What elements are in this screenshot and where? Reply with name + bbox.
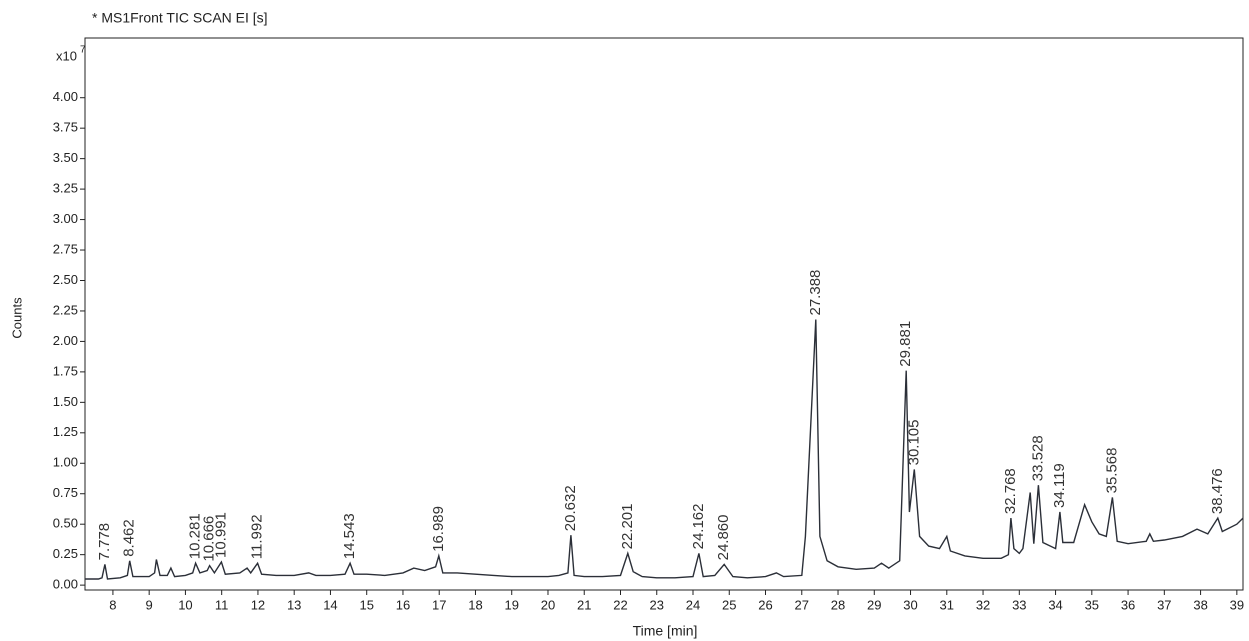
y-tick-label: 0.75 xyxy=(53,485,78,500)
x-tick-label: 23 xyxy=(650,597,664,612)
peak-label: 34.119 xyxy=(1051,463,1068,508)
peak-label: 33.528 xyxy=(1029,435,1046,481)
peak-label: 30.105 xyxy=(905,420,922,466)
x-tick-label: 9 xyxy=(146,597,153,612)
x-tick-label: 32 xyxy=(976,597,990,612)
y-multiplier: x10 xyxy=(56,48,77,63)
peak-label: 38.476 xyxy=(1209,468,1226,514)
x-tick-label: 39 xyxy=(1230,597,1244,612)
y-tick-label: 2.75 xyxy=(53,241,78,256)
chart-title: * MS1Front TIC SCAN EI [s] xyxy=(92,10,268,26)
y-tick-label: 1.00 xyxy=(53,455,78,470)
x-tick-label: 11 xyxy=(215,597,229,612)
y-tick-label: 3.50 xyxy=(53,150,78,165)
peak-label: 24.162 xyxy=(690,504,707,550)
y-tick-label: 0.00 xyxy=(53,577,78,592)
x-tick-label: 34 xyxy=(1048,597,1062,612)
peak-label: 10.991 xyxy=(212,512,229,558)
x-tick-label: 12 xyxy=(251,597,265,612)
x-tick-label: 38 xyxy=(1193,597,1207,612)
peak-label: 20.632 xyxy=(562,485,579,531)
x-tick-label: 14 xyxy=(323,597,337,612)
x-tick-label: 10 xyxy=(178,597,192,612)
x-tick-label: 30 xyxy=(903,597,917,612)
x-tick-label: 17 xyxy=(432,597,446,612)
y-tick-label: 3.00 xyxy=(53,211,78,226)
y-tick-label: 1.25 xyxy=(53,424,78,439)
peak-label: 27.388 xyxy=(807,270,824,316)
y-tick-label: 1.75 xyxy=(53,363,78,378)
y-tick-label: 2.25 xyxy=(53,302,78,317)
x-tick-label: 31 xyxy=(940,597,954,612)
x-tick-label: 19 xyxy=(504,597,518,612)
peak-label: 7.778 xyxy=(96,523,113,561)
peak-label: 10.281 xyxy=(187,513,204,559)
plot-frame xyxy=(84,37,1244,591)
x-tick-label: 22 xyxy=(613,597,627,612)
peak-label: 14.543 xyxy=(341,513,358,559)
peak-label: 22.201 xyxy=(619,504,636,550)
y-tick-label: 1.50 xyxy=(53,394,78,409)
y-tick-label: 2.00 xyxy=(53,333,78,348)
x-tick-label: 28 xyxy=(831,597,845,612)
peak-label: 24.860 xyxy=(715,515,732,561)
x-tick-label: 33 xyxy=(1012,597,1026,612)
x-tick-label: 13 xyxy=(287,597,301,612)
x-tick-label: 26 xyxy=(758,597,772,612)
peak-label: 35.568 xyxy=(1103,448,1120,494)
x-tick-label: 16 xyxy=(396,597,410,612)
x-tick-label: 8 xyxy=(109,597,116,612)
x-tick-label: 36 xyxy=(1121,597,1135,612)
x-tick-label: 21 xyxy=(577,597,591,612)
peak-label: 8.462 xyxy=(121,519,138,557)
y-tick-label: 2.50 xyxy=(53,272,78,287)
y-tick-label: 4.00 xyxy=(53,89,78,104)
x-tick-label: 27 xyxy=(795,597,809,612)
y-tick-label: 0.25 xyxy=(53,546,78,561)
x-tick-label: 25 xyxy=(722,597,736,612)
trace xyxy=(85,319,1244,580)
peak-label: 29.881 xyxy=(897,321,914,367)
peak-label: 11.992 xyxy=(249,514,266,559)
y-tick-label: 3.25 xyxy=(53,181,78,196)
peak-label: 16.989 xyxy=(430,506,447,552)
peak-label: 10.666 xyxy=(201,516,218,562)
y-axis-label: Counts xyxy=(9,297,24,339)
y-tick-label: 0.50 xyxy=(53,516,78,531)
y-multiplier-exponent: 7 xyxy=(80,45,86,56)
x-axis-label: Time [min] xyxy=(633,623,698,639)
x-tick-label: 37 xyxy=(1157,597,1171,612)
x-tick-label: 18 xyxy=(468,597,482,612)
x-tick-label: 24 xyxy=(686,597,700,612)
y-tick-label: 3.75 xyxy=(53,120,78,135)
x-tick-label: 35 xyxy=(1085,597,1099,612)
x-tick-label: 29 xyxy=(867,597,881,612)
x-tick-label: 15 xyxy=(359,597,373,612)
peak-label: 32.768 xyxy=(1002,468,1019,514)
x-tick-label: 20 xyxy=(541,597,555,612)
